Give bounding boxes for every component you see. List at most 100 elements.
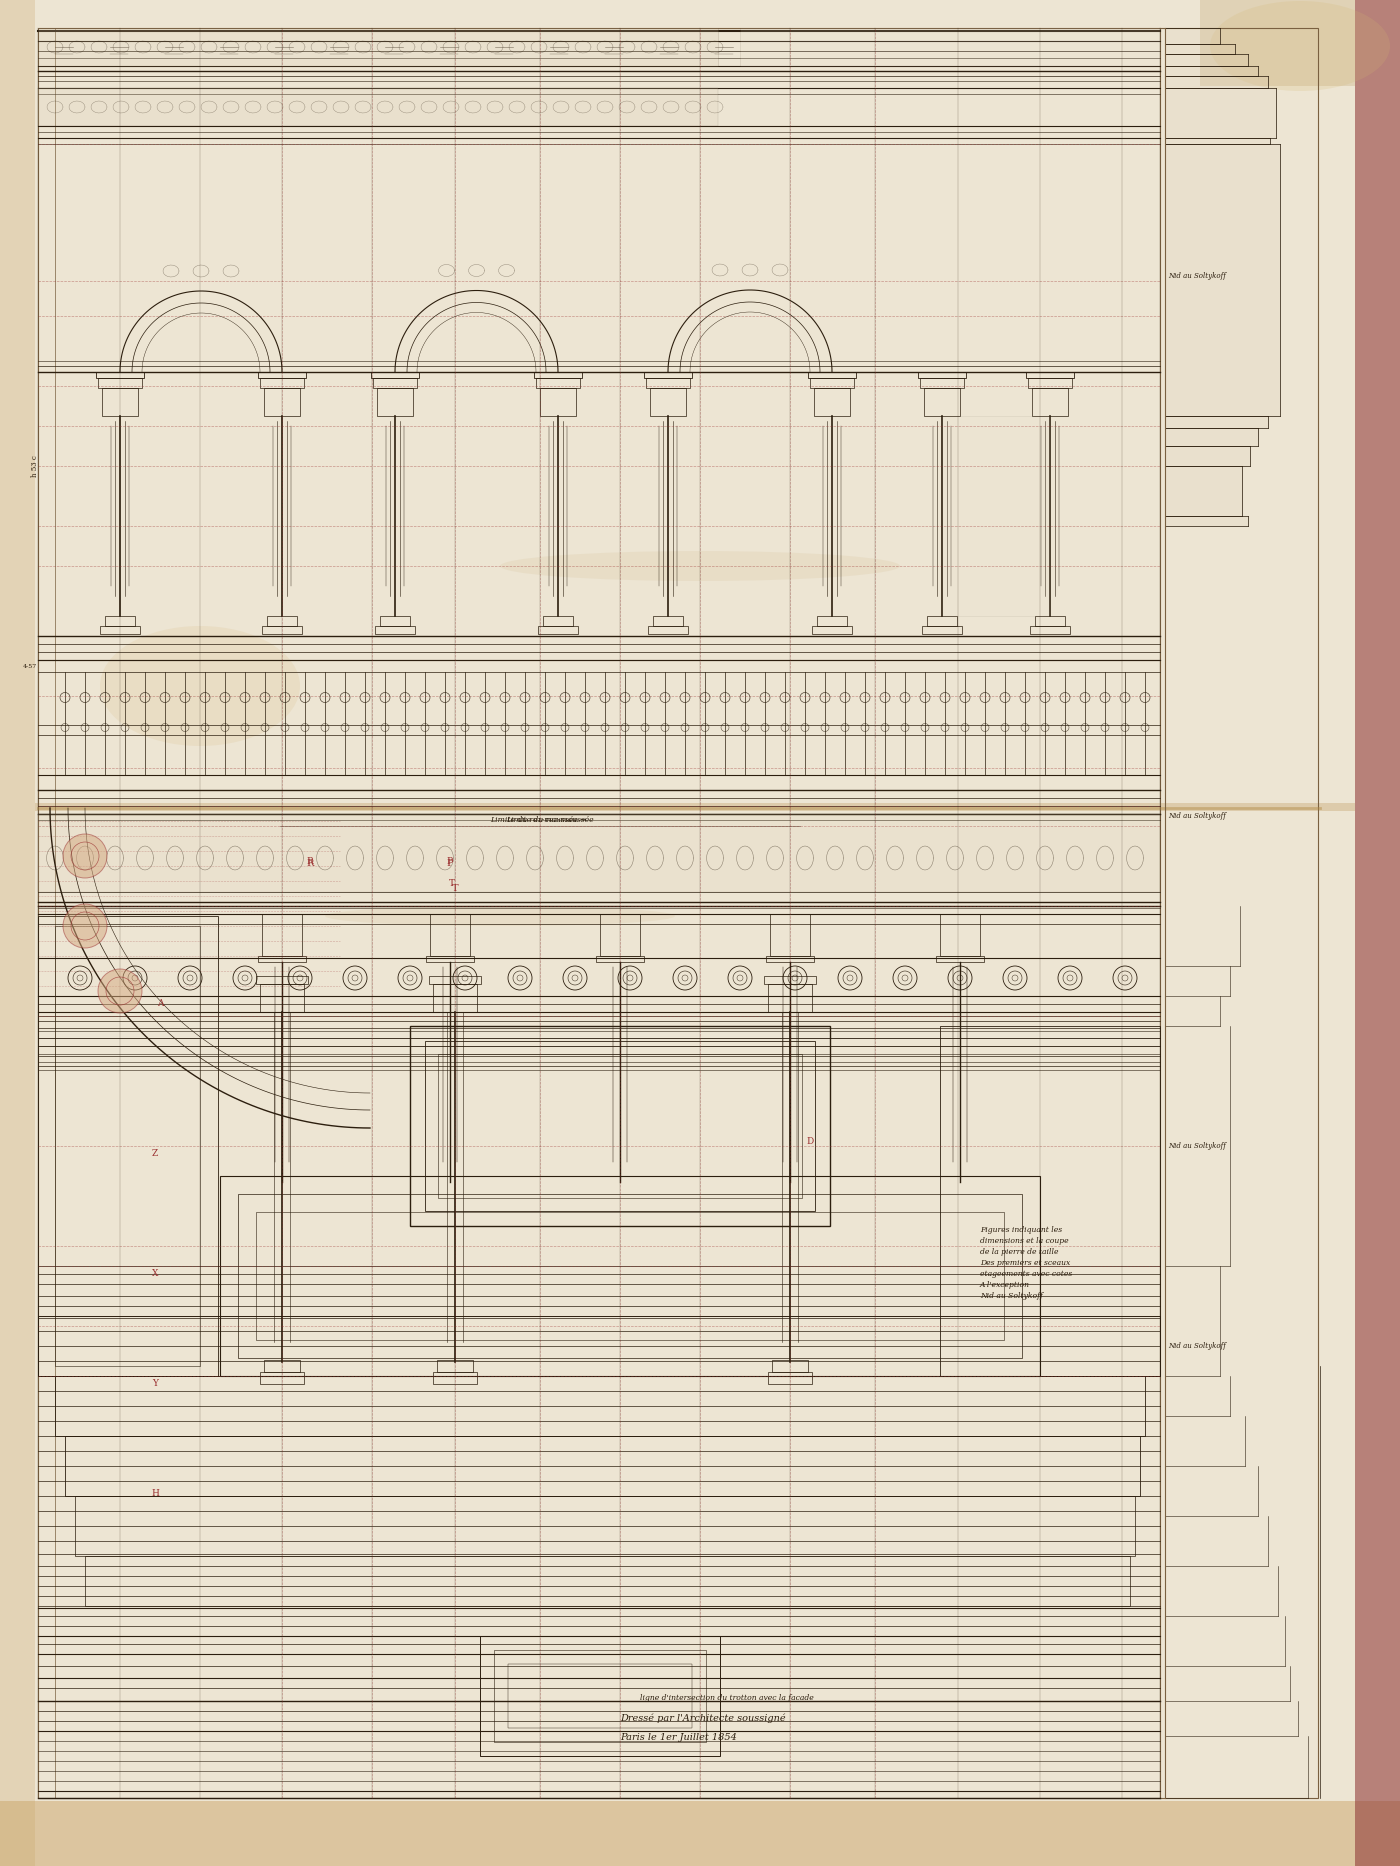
Bar [260, 983, 304, 1011]
Bar [262, 914, 302, 955]
Text: P: P [447, 856, 454, 866]
Bar [648, 625, 687, 634]
Bar [426, 955, 475, 963]
Bar [645, 379, 690, 388]
Bar [652, 616, 683, 625]
Bar [265, 388, 300, 416]
Bar [265, 1360, 300, 1372]
Bar [811, 379, 854, 388]
Bar [55, 926, 200, 1366]
Bar [924, 388, 960, 416]
Text: Limite du rez-maussée →: Limite du rez-maussée → [490, 815, 587, 825]
Bar [1355, 0, 1400, 1866]
Bar [410, 1026, 830, 1226]
Text: P: P [447, 858, 454, 868]
Text: Figures indiquant les
dimensions et la coupe
de la pierre de taille
Des premiers: Figures indiquant les dimensions et la c… [980, 1226, 1072, 1301]
Bar [508, 1664, 692, 1728]
Bar [430, 914, 470, 955]
Bar [644, 371, 692, 379]
Bar [1165, 416, 1268, 427]
Bar [536, 379, 580, 388]
Bar [262, 625, 302, 634]
Bar [267, 616, 297, 625]
Bar [102, 388, 139, 416]
Ellipse shape [1210, 2, 1390, 91]
Text: X: X [151, 1269, 158, 1278]
Text: T: T [452, 884, 458, 894]
Text: T: T [449, 879, 455, 888]
Bar [1200, 0, 1355, 86]
Bar [601, 914, 640, 955]
Bar [260, 1372, 304, 1385]
Bar [937, 955, 984, 963]
Bar [494, 1650, 706, 1743]
Text: Z: Z [151, 1149, 158, 1159]
Bar [596, 955, 644, 963]
Bar [1026, 371, 1074, 379]
Bar [770, 914, 811, 955]
Bar [38, 1316, 1161, 1375]
Bar [1035, 616, 1065, 625]
Bar [927, 616, 958, 625]
Text: 4-57: 4-57 [22, 664, 38, 668]
Bar [808, 371, 855, 379]
Bar [428, 976, 482, 983]
Bar [480, 1636, 720, 1756]
Ellipse shape [99, 625, 300, 746]
Bar [538, 625, 578, 634]
Bar [371, 371, 419, 379]
Bar [375, 625, 414, 634]
Bar [1165, 65, 1259, 77]
Bar [939, 1026, 1161, 1375]
Bar [1165, 138, 1270, 144]
Bar [256, 976, 308, 983]
Bar [238, 1194, 1022, 1358]
Bar [1165, 77, 1268, 88]
Bar [769, 1372, 812, 1385]
Bar [437, 1360, 473, 1372]
Bar [1165, 517, 1247, 526]
Text: Nid au Soltykoff: Nid au Soltykoff [1168, 272, 1226, 280]
Circle shape [98, 968, 141, 1013]
Bar [258, 371, 307, 379]
Bar [766, 955, 813, 963]
Bar [433, 983, 477, 1011]
Text: h 53 c: h 53 c [31, 455, 39, 478]
Bar [939, 914, 980, 955]
Bar [55, 1375, 1145, 1437]
Bar [97, 371, 144, 379]
Bar [372, 379, 417, 388]
Bar [258, 955, 307, 963]
Bar [64, 1437, 1140, 1497]
Text: A: A [157, 998, 164, 1008]
Text: Limite du rez-maussée: Limite du rez-maussée [507, 815, 594, 825]
Bar [0, 1801, 1400, 1866]
Bar [918, 371, 966, 379]
Bar [543, 616, 573, 625]
Bar [105, 616, 134, 625]
Bar [923, 625, 962, 634]
Bar [769, 983, 812, 1011]
Bar [540, 388, 575, 416]
Bar [426, 1041, 815, 1211]
Bar [220, 1176, 1040, 1375]
Bar [1165, 54, 1247, 65]
Text: Paris le 1er Juillet 1854: Paris le 1er Juillet 1854 [620, 1734, 736, 1743]
Text: R: R [307, 858, 314, 868]
Bar [99, 625, 140, 634]
Bar [35, 802, 1355, 812]
Text: Dressé par l'Architecte soussigné: Dressé par l'Architecte soussigné [620, 1713, 785, 1722]
Bar [813, 388, 850, 416]
Bar [1165, 446, 1250, 466]
Ellipse shape [500, 550, 900, 580]
Text: ligne d'intersection du trotton avec la facade: ligne d'intersection du trotton avec la … [640, 1694, 813, 1702]
Bar [1165, 466, 1242, 517]
Bar [812, 625, 853, 634]
Bar [1165, 427, 1259, 446]
Bar [818, 616, 847, 625]
Bar [1032, 388, 1068, 416]
Bar [1030, 625, 1070, 634]
Text: Y: Y [153, 1379, 158, 1388]
Bar [771, 1360, 808, 1372]
Bar [533, 371, 582, 379]
